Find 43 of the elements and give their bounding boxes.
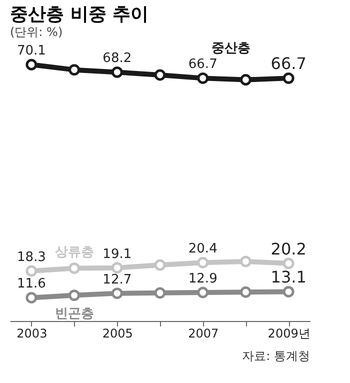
series-label: 상류층 xyxy=(54,245,94,260)
data-label: 66.7 xyxy=(188,57,218,72)
point xyxy=(240,74,252,86)
data-label: 20.2 xyxy=(270,239,306,258)
data-label: 68.2 xyxy=(102,51,132,66)
series-label: 빈곤층 xyxy=(54,306,94,322)
data-label: 18.3 xyxy=(16,250,46,266)
point xyxy=(68,262,80,274)
point xyxy=(197,256,209,268)
point xyxy=(26,292,38,304)
x-tick-label: 2003 xyxy=(16,326,48,340)
x-tick-label: 2005 xyxy=(102,326,133,340)
point xyxy=(240,256,252,268)
point xyxy=(282,286,294,298)
chart-title: 중산층 비중 추이 xyxy=(10,4,149,26)
x-tick-label: 2007 xyxy=(188,326,219,340)
data-label: 66.7 xyxy=(270,54,306,74)
point xyxy=(154,69,166,81)
data-label: 19.1 xyxy=(102,246,132,262)
text: 자료: 통계청 xyxy=(242,349,310,363)
point xyxy=(26,58,38,70)
point xyxy=(26,265,38,277)
data-label: 70.1 xyxy=(16,44,46,59)
point xyxy=(111,66,123,78)
point xyxy=(68,64,80,76)
series-label: 중산층 xyxy=(211,41,250,56)
point xyxy=(282,72,294,84)
data-label: 11.6 xyxy=(16,276,46,292)
point xyxy=(68,290,80,302)
chart-subtitle: (단위: %) xyxy=(10,25,63,40)
point xyxy=(197,72,209,84)
point xyxy=(154,259,166,271)
data-label: 13.1 xyxy=(270,268,306,287)
data-label: 20.4 xyxy=(188,242,218,257)
data-label: 12.9 xyxy=(188,272,218,287)
point xyxy=(197,286,209,298)
point xyxy=(111,288,123,300)
x-tick-label: 2009년 xyxy=(268,326,310,340)
point xyxy=(111,262,123,274)
point xyxy=(240,286,252,298)
point xyxy=(282,258,294,270)
data-label: 12.7 xyxy=(102,272,132,288)
point xyxy=(154,287,166,299)
